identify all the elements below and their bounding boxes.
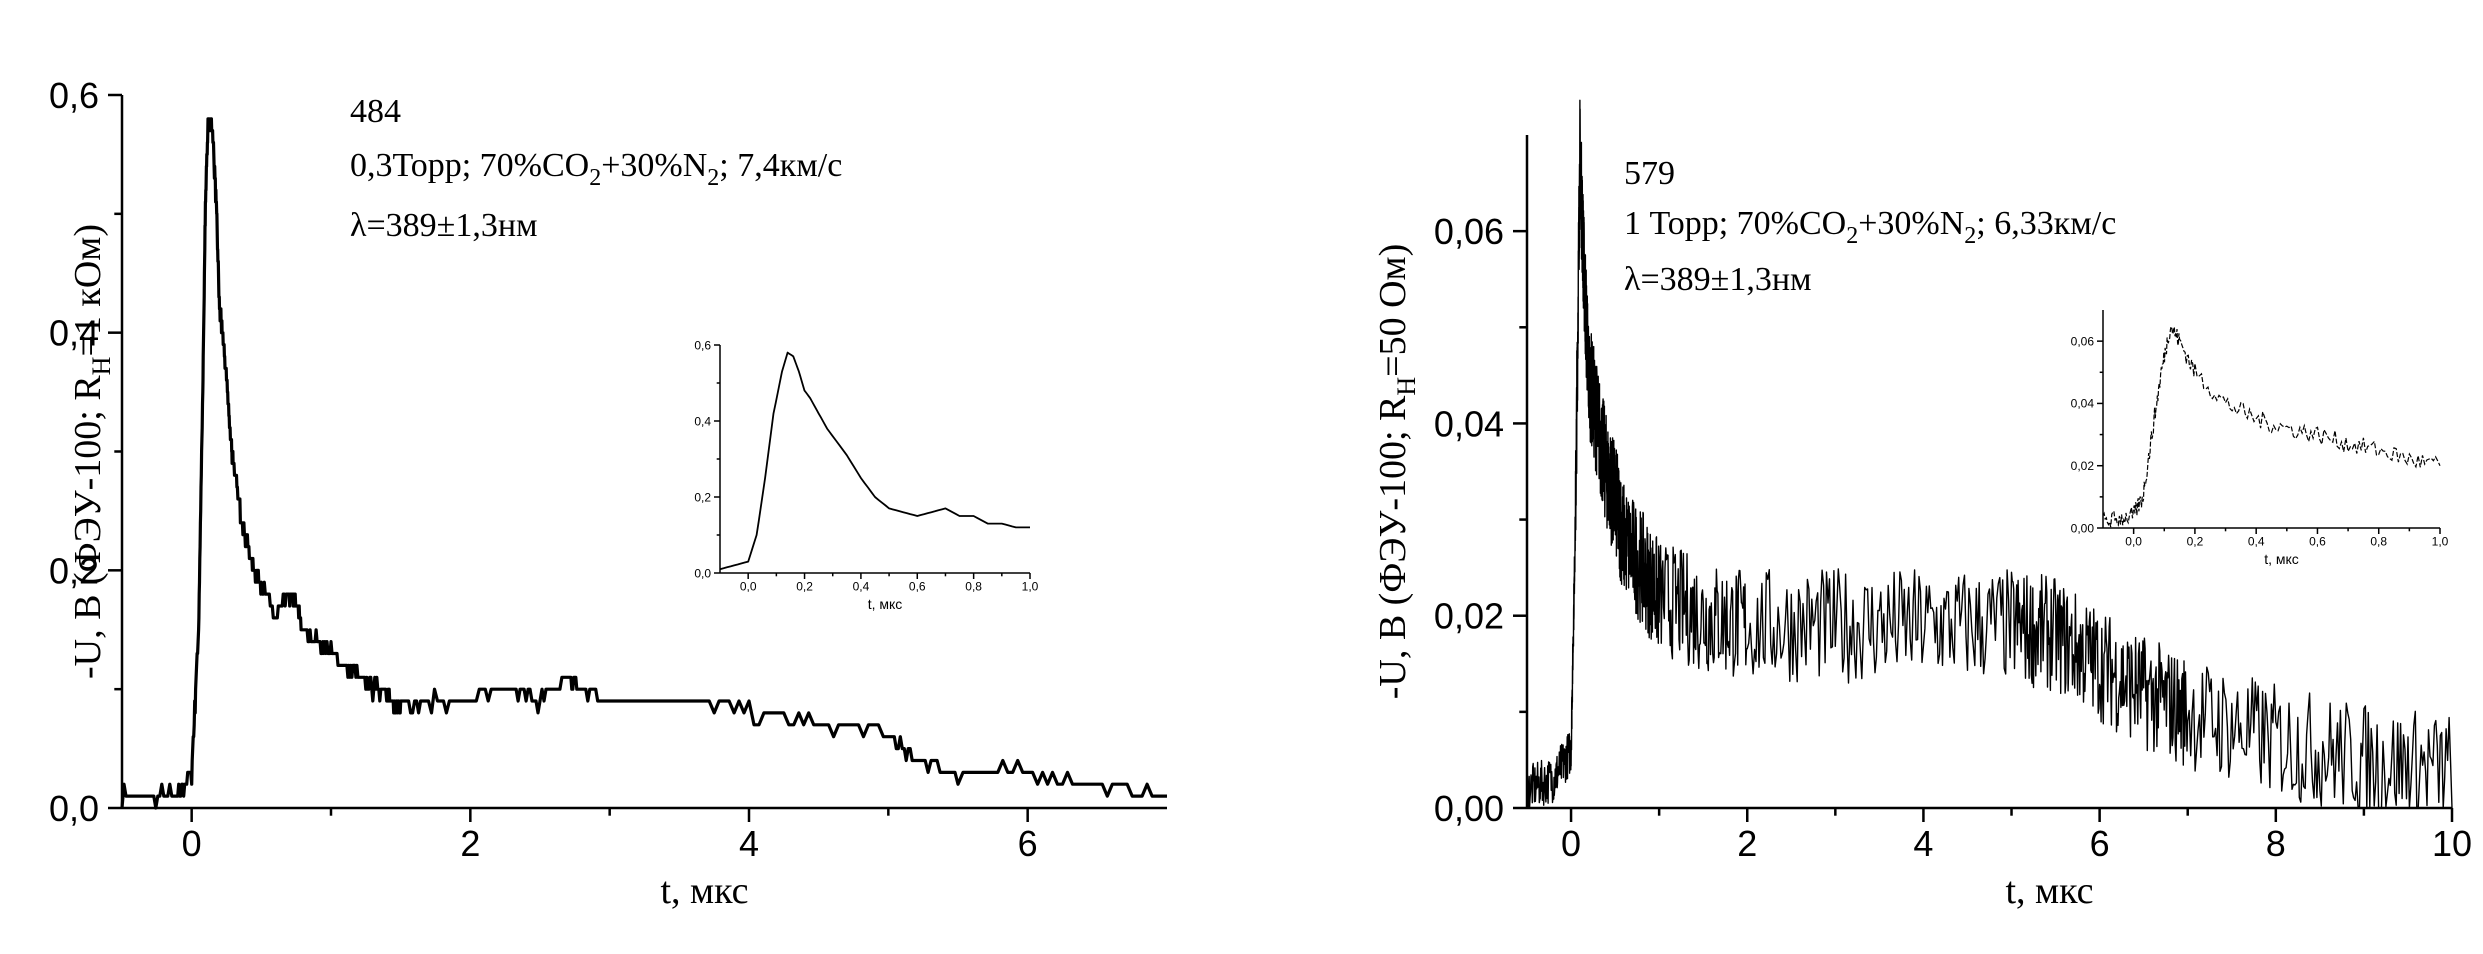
shot-number: 484 [350,93,401,130]
inset-y-tick-label: 0,6 [694,338,711,352]
y-axis-label: -U, В (ФЭУ-100; RН=50 Ом) [1372,244,1421,700]
inset-y-tick-label: 0,04 [2071,397,2095,411]
inset-x-tick-label: 0,4 [2248,534,2265,548]
chart-x-tick-label: 2 [460,823,480,864]
chart-y-tick-label: 0,4 [49,313,99,354]
signal-series-line [120,117,1167,810]
chart-y-tick-label: 0,6 [49,75,99,116]
inset-y-tick-label: 0,4 [694,414,711,428]
chart-x-tick-label: 6 [1018,823,1038,864]
chart-y-tick-label: 0,02 [1434,596,1504,637]
inset-series-line [719,351,1030,571]
chart-x-tick-label: 10 [2432,823,2472,864]
conditions-annotation: 1 Торр; 70%CO2+30%N2; 6,33км/с [1624,205,2116,249]
inset-x-tick-label: 0,0 [2125,534,2142,548]
chart-y-tick-label: 0,0 [49,788,99,829]
chart-x-tick-label: 4 [1913,823,1933,864]
chart-y-tick-label: 0,00 [1434,788,1504,829]
shot-number: 579 [1624,155,1675,192]
signal-series-line [1526,99,2453,809]
x-axis-label: t, мкс [2006,870,2094,912]
chart-y-tick-label: 0,04 [1434,403,1504,444]
inset-x-tick-label: 1,0 [2432,534,2449,548]
y-axis-label: -U, В (ФЭУ-100; RН=1 кОм) [67,224,116,679]
inset-x-tick-label: 0,2 [2187,534,2204,548]
chart-x-tick-label: 2 [1737,823,1757,864]
inset-x-tick-label: 0,4 [853,579,870,593]
wavelength-annotation: λ=389±1,3нм [350,207,538,244]
inset-y-tick-label: 0,00 [2071,521,2095,535]
inset-x-tick-label: 0,0 [740,579,757,593]
inset-series-line [2102,325,2441,528]
inset-y-tick-label: 0,06 [2071,334,2095,348]
chart-y-tick-label: 0,06 [1434,211,1504,252]
chart-x-tick-label: 4 [739,823,759,864]
inset-x-tick-label: 0,6 [909,579,926,593]
inset-y-tick-label: 0,02 [2071,459,2095,473]
inset-x-tick-label: 0,8 [965,579,982,593]
inset-y-tick-label: 0,2 [694,490,711,504]
chart-x-tick-label: 0 [182,823,202,864]
inset-x-tick-label: 0,2 [796,579,813,593]
wavelength-annotation: λ=389±1,3нм [1624,261,1812,298]
inset-x-axis-label: t, мкс [868,596,903,612]
conditions-annotation: 0,3Торр; 70%CO2+30%N2; 7,4км/с [350,147,842,191]
inset-x-axis-label: t, мкс [2264,551,2299,567]
chart-x-tick-label: 6 [2090,823,2110,864]
chart-x-tick-label: 8 [2266,823,2286,864]
inset-x-tick-label: 0,8 [2370,534,2387,548]
inset-x-tick-label: 1,0 [1022,579,1039,593]
inset-x-tick-label: 0,6 [2309,534,2326,548]
chart-x-tick-label: 0 [1561,823,1581,864]
chart-y-tick-label: 0,2 [49,550,99,591]
inset-y-tick-label: 0,0 [694,566,711,580]
x-axis-label: t, мкс [661,870,749,912]
